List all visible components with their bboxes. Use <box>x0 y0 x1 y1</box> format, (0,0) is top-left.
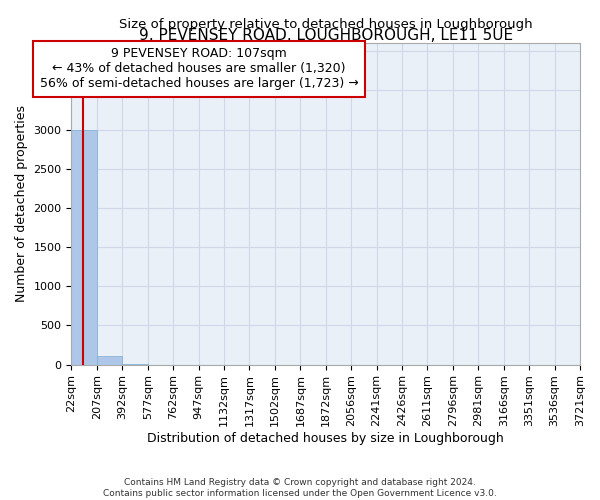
Text: 9 PEVENSEY ROAD: 107sqm
← 43% of detached houses are smaller (1,320)
56% of semi: 9 PEVENSEY ROAD: 107sqm ← 43% of detache… <box>40 48 358 90</box>
Text: Size of property relative to detached houses in Loughborough: Size of property relative to detached ho… <box>119 18 533 30</box>
Title: 9, PEVENSEY ROAD, LOUGHBOROUGH, LE11 5UE: 9, PEVENSEY ROAD, LOUGHBOROUGH, LE11 5UE <box>139 28 513 44</box>
Bar <box>97 356 122 364</box>
Bar <box>71 130 97 364</box>
Text: Contains HM Land Registry data © Crown copyright and database right 2024.
Contai: Contains HM Land Registry data © Crown c… <box>103 478 497 498</box>
Y-axis label: Number of detached properties: Number of detached properties <box>15 106 28 302</box>
X-axis label: Distribution of detached houses by size in Loughborough: Distribution of detached houses by size … <box>148 432 504 445</box>
